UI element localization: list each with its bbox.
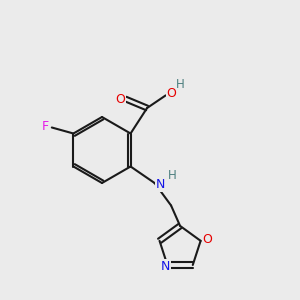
Text: O: O [202, 233, 212, 246]
Text: F: F [42, 119, 49, 133]
Text: H: H [176, 77, 185, 91]
Text: H: H [168, 169, 177, 182]
Text: O: O [166, 87, 176, 101]
Text: N: N [161, 260, 171, 273]
Text: O: O [115, 92, 125, 106]
Text: N: N [156, 178, 166, 191]
